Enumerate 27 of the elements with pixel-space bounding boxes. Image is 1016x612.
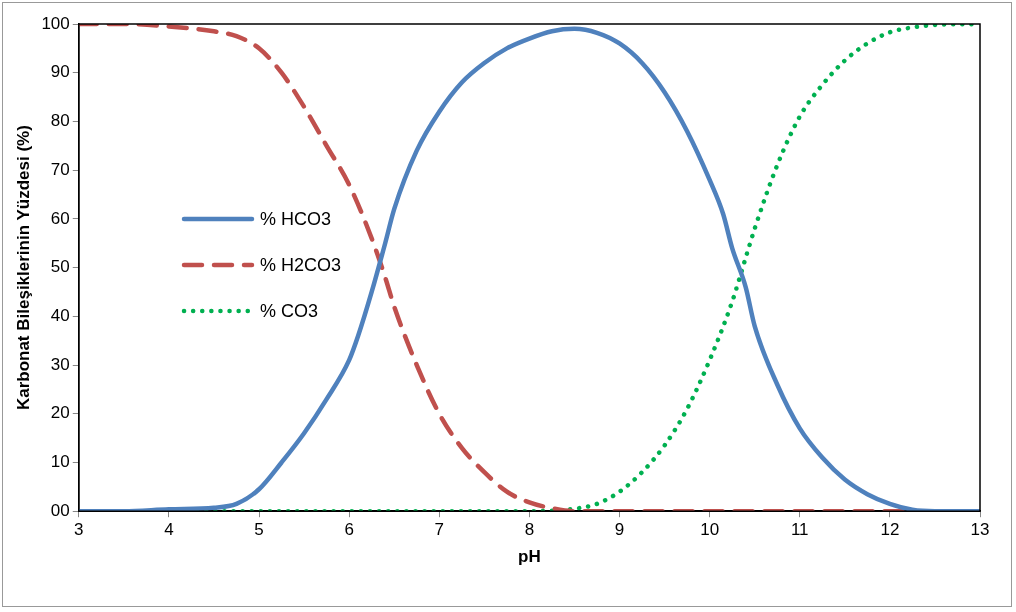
x-tick-label: 10 (700, 520, 720, 540)
y-tick-label: 70 (50, 159, 70, 179)
y-tick-label: 90 (50, 62, 70, 82)
x-tick-label: 3 (74, 520, 84, 540)
y-tick-label: 30 (50, 354, 70, 374)
y-tick-label: 100 (41, 13, 70, 33)
y-tick-label: 80 (50, 111, 70, 131)
x-tick-label: 7 (434, 520, 444, 540)
x-tick-label: 11 (790, 520, 809, 540)
legend-label: % H2CO3 (260, 254, 342, 276)
x-tick-label: 4 (164, 520, 174, 540)
x-tick-label: 6 (344, 520, 354, 540)
y-tick-label: 60 (50, 208, 70, 228)
y-tick-label: 00 (50, 500, 70, 520)
y-tick-label: 10 (50, 452, 70, 472)
y-tick-label: 50 (50, 257, 70, 277)
y-tick-label: 40 (50, 306, 70, 326)
x-axis-title: pH (518, 547, 541, 567)
legend-label: % CO3 (260, 300, 319, 322)
legend-label: % HCO3 (260, 208, 332, 230)
y-axis-title: Karbonat Bileşiklerinin Yüzdesi (%) (13, 125, 33, 411)
x-tick-label: 13 (970, 520, 990, 540)
x-tick-label: 9 (614, 520, 625, 540)
x-tick-label: 8 (524, 520, 535, 540)
y-tick-label: 20 (50, 403, 70, 423)
x-tick-label: 5 (254, 520, 264, 540)
x-tick-label: 12 (880, 520, 900, 540)
